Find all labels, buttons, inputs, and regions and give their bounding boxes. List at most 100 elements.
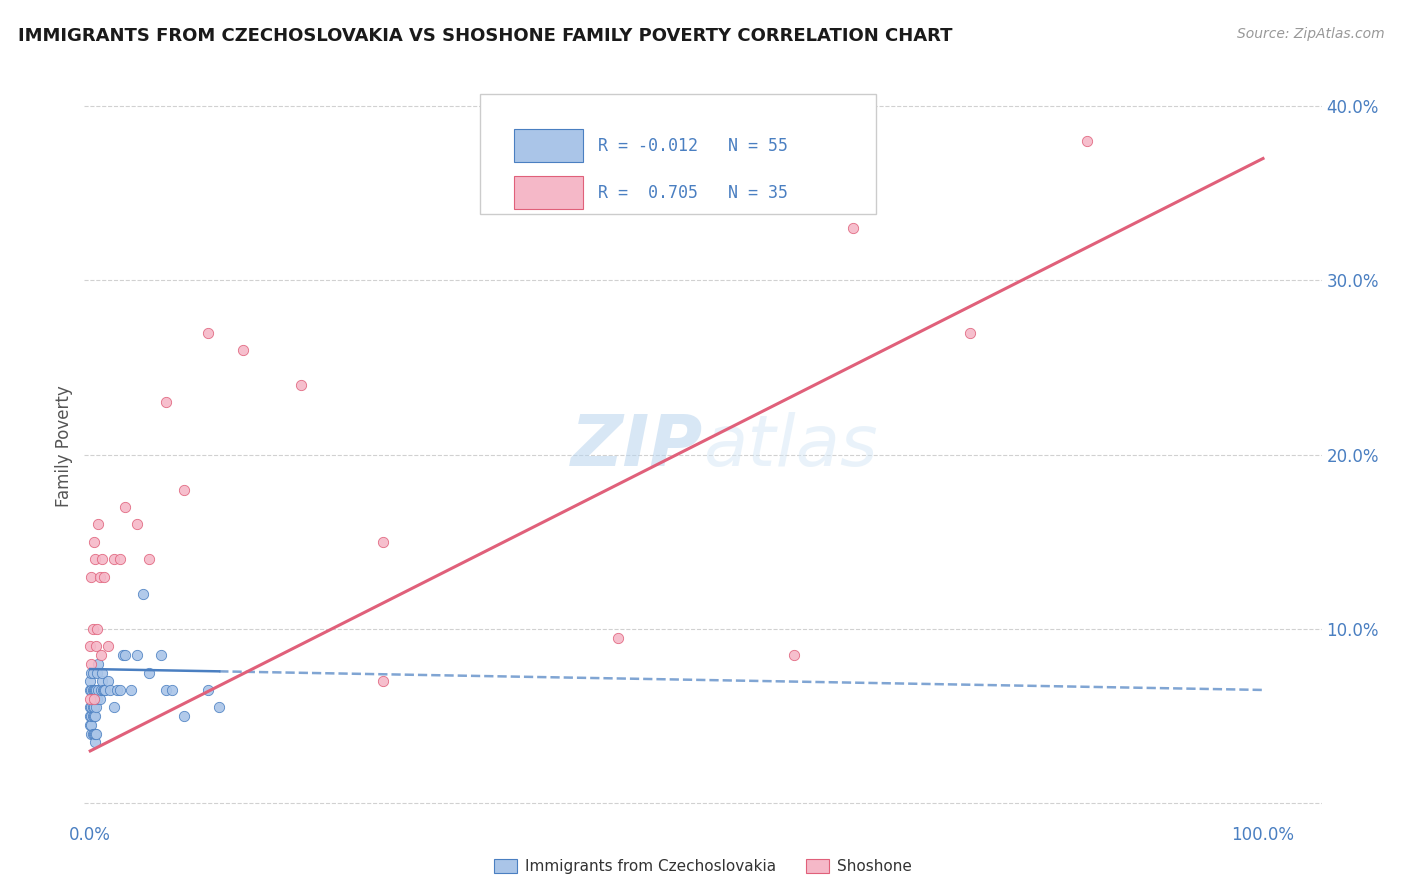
Text: R = -0.012   N = 55: R = -0.012 N = 55 — [598, 136, 787, 154]
Point — [87, 517, 110, 532]
Point — [98, 682, 121, 697]
Point — [489, 152, 512, 166]
Point — [83, 700, 105, 714]
Point — [208, 700, 231, 714]
Point — [83, 534, 105, 549]
Point — [80, 570, 103, 584]
Point — [114, 500, 136, 514]
Point — [783, 648, 806, 662]
Point — [162, 682, 184, 697]
Point — [607, 631, 630, 645]
Y-axis label: Family Poverty: Family Poverty — [55, 385, 73, 507]
Point — [232, 343, 254, 358]
Point — [103, 700, 125, 714]
Point — [82, 700, 104, 714]
Point — [84, 700, 107, 714]
Point — [79, 718, 101, 732]
Point — [93, 682, 115, 697]
Point — [155, 682, 177, 697]
Legend: Immigrants from Czechoslovakia, Shoshone: Immigrants from Czechoslovakia, Shoshone — [488, 853, 918, 880]
FancyBboxPatch shape — [481, 94, 876, 214]
Text: IMMIGRANTS FROM CZECHOSLOVAKIA VS SHOSHONE FAMILY POVERTY CORRELATION CHART: IMMIGRANTS FROM CZECHOSLOVAKIA VS SHOSHO… — [18, 27, 953, 45]
Point — [97, 674, 120, 689]
Point — [87, 657, 110, 671]
Point — [197, 326, 219, 340]
Point — [91, 665, 114, 680]
Point — [83, 691, 105, 706]
Point — [91, 682, 114, 697]
Point — [84, 709, 107, 723]
Point — [127, 517, 149, 532]
Text: atlas: atlas — [703, 411, 877, 481]
Point — [90, 648, 112, 662]
Point — [108, 552, 131, 566]
Point — [80, 682, 103, 697]
Point — [79, 691, 101, 706]
Point — [173, 709, 195, 723]
Point — [84, 726, 107, 740]
Point — [197, 682, 219, 697]
Point — [373, 674, 395, 689]
Point — [80, 700, 103, 714]
Point — [120, 682, 142, 697]
FancyBboxPatch shape — [513, 177, 583, 210]
Point — [84, 682, 107, 697]
Point — [82, 709, 104, 723]
Point — [89, 691, 111, 706]
Point — [103, 552, 125, 566]
Point — [97, 640, 120, 654]
Point — [82, 682, 104, 697]
Point — [83, 682, 105, 697]
Point — [84, 682, 107, 697]
Point — [80, 665, 103, 680]
Point — [82, 726, 104, 740]
Point — [149, 648, 172, 662]
Point — [959, 326, 981, 340]
Point — [138, 552, 160, 566]
Point — [80, 718, 103, 732]
Point — [665, 152, 688, 166]
Point — [79, 709, 101, 723]
Point — [173, 483, 195, 497]
Point — [1076, 134, 1098, 148]
Point — [83, 709, 105, 723]
Point — [80, 726, 103, 740]
Point — [127, 648, 149, 662]
Point — [105, 682, 128, 697]
Point — [86, 665, 108, 680]
Point — [84, 735, 107, 749]
Point — [79, 682, 101, 697]
Point — [80, 657, 103, 671]
Point — [112, 648, 135, 662]
Point — [373, 534, 395, 549]
Point — [114, 648, 136, 662]
Point — [132, 587, 155, 601]
FancyBboxPatch shape — [513, 129, 583, 162]
Point — [91, 674, 114, 689]
Point — [138, 665, 160, 680]
Point — [155, 395, 177, 409]
Point — [82, 665, 104, 680]
Point — [86, 622, 108, 636]
Point — [91, 552, 114, 566]
Point — [108, 682, 131, 697]
Point — [84, 640, 107, 654]
Point — [86, 691, 108, 706]
Point — [79, 700, 101, 714]
Point — [84, 552, 107, 566]
Point — [94, 682, 117, 697]
Point — [79, 674, 101, 689]
Point — [80, 709, 103, 723]
Text: R =  0.705   N = 35: R = 0.705 N = 35 — [598, 184, 787, 202]
Point — [89, 570, 111, 584]
Point — [290, 378, 312, 392]
Point — [87, 682, 110, 697]
Text: Source: ZipAtlas.com: Source: ZipAtlas.com — [1237, 27, 1385, 41]
Point — [83, 726, 105, 740]
Point — [82, 622, 104, 636]
Point — [93, 570, 115, 584]
Point — [84, 726, 107, 740]
Point — [79, 640, 101, 654]
Point — [841, 221, 863, 235]
Text: ZIP: ZIP — [571, 411, 703, 481]
